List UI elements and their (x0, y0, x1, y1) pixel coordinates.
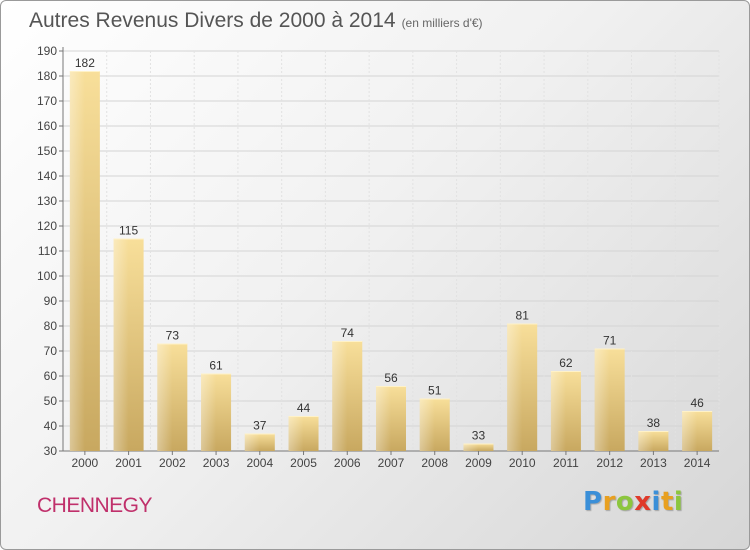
data-label: 38 (647, 416, 661, 430)
bar-highlight (244, 433, 260, 451)
y-tick-label: 70 (44, 344, 58, 358)
y-tick-label: 160 (37, 119, 57, 133)
x-tick-label: 2009 (465, 456, 492, 470)
bar-highlight (201, 373, 217, 451)
data-label: 74 (341, 326, 355, 340)
x-tick-label: 2002 (159, 456, 186, 470)
x-tick-label: 2013 (640, 456, 667, 470)
y-tick-label: 50 (44, 394, 58, 408)
bar-highlight (376, 386, 391, 451)
bar-highlight (682, 411, 698, 451)
bar-highlight (113, 238, 129, 451)
bar-highlight (463, 443, 479, 451)
y-tick-label: 90 (44, 294, 58, 308)
tick-labels: 30 40 50 60 70 80 90 100 110 120 130 140 150 160 170 18… (37, 44, 711, 470)
bar-highlight (594, 348, 610, 451)
x-tick-label: 2008 (421, 456, 448, 470)
logo-letter: x (634, 487, 652, 517)
commune-name: CHENNEGY (37, 494, 153, 517)
data-label: 73 (166, 329, 180, 343)
x-tick-label: 2006 (334, 456, 361, 470)
data-label: 56 (384, 371, 398, 385)
data-label: 182 (75, 56, 95, 70)
bar-highlight (419, 398, 435, 451)
data-label: 51 (428, 384, 442, 398)
logo-letter: t (660, 487, 674, 517)
y-tick-label: 150 (37, 144, 57, 158)
x-tick-label: 2012 (596, 456, 623, 470)
bar-highlight (157, 343, 173, 451)
chart-title-text: Autres Revenus Divers de 2000 à 2014 (29, 9, 396, 32)
y-tick-label: 40 (44, 419, 58, 433)
x-tick-label: 2010 (509, 456, 536, 470)
chart-title: Autres Revenus Divers de 2000 à 2014 (en … (29, 9, 483, 33)
y-tick-label: 120 (37, 219, 57, 233)
bar-highlight (288, 416, 304, 451)
x-tick-label: 2014 (684, 456, 711, 470)
bar-highlight (550, 371, 566, 451)
y-tick-label: 80 (44, 319, 58, 333)
logo-letter: P (583, 487, 603, 517)
y-tick-label: 130 (37, 194, 57, 208)
data-label: 81 (516, 309, 530, 323)
data-label: 44 (297, 401, 311, 415)
bar-highlight (69, 71, 85, 451)
data-label: 71 (603, 334, 617, 348)
data-label: 46 (690, 396, 704, 410)
logo-letter: i (673, 487, 684, 517)
y-tick-label: 180 (37, 69, 57, 83)
x-tick-label: 2007 (378, 456, 405, 470)
proxiti-logo: Proxiti (583, 487, 683, 517)
logo-letter: i (651, 487, 661, 517)
data-label: 61 (209, 359, 223, 373)
bar-highlight (638, 431, 654, 451)
y-tick-label: 60 (44, 369, 58, 383)
logo-letter: o (615, 487, 635, 517)
x-tick-label: 2001 (115, 456, 142, 470)
y-tick-label: 170 (37, 94, 57, 108)
x-tick-label: 2004 (246, 456, 273, 470)
y-tick-label: 30 (44, 444, 58, 458)
x-tick-label: 2000 (72, 456, 99, 470)
y-tick-label: 110 (38, 244, 57, 258)
data-label: 37 (253, 419, 267, 433)
y-tick-label: 100 (37, 269, 57, 283)
bar-highlight (507, 323, 523, 451)
chart-subtitle: (en milliers d'€) (401, 16, 483, 30)
data-label: 33 (472, 429, 486, 443)
x-tick-label: 2005 (290, 456, 317, 470)
bars (69, 71, 713, 451)
x-tick-label: 2011 (553, 456, 579, 470)
bar-highlight (332, 341, 348, 451)
logo-letter: r (602, 487, 616, 517)
data-label: 62 (559, 356, 573, 370)
x-tick-label: 2003 (203, 456, 230, 470)
data-label: 115 (119, 224, 138, 238)
data-labels: 182 115 73 61 37 44 74 56 51 33 81 62 71 38 46 (75, 56, 704, 443)
y-tick-label: 140 (37, 169, 57, 183)
y-tick-label: 190 (37, 44, 57, 58)
